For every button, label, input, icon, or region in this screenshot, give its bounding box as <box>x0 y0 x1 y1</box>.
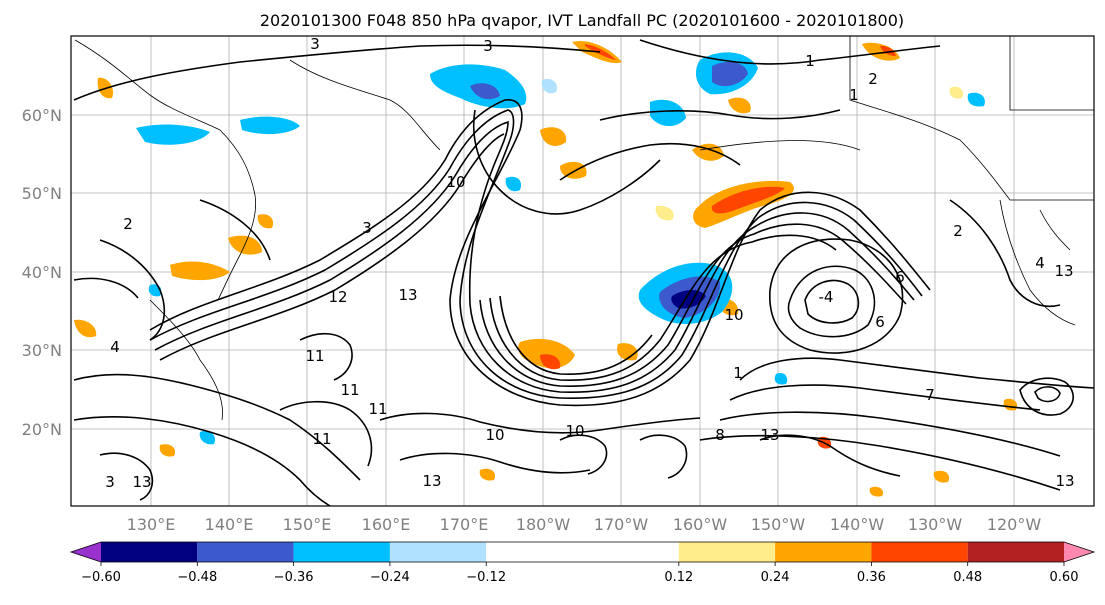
lon-tick-label: 180°W <box>516 515 571 534</box>
lon-tick-label: 150°W <box>751 515 806 534</box>
contour-label: 13 <box>132 473 151 491</box>
contour-label: 11 <box>340 381 359 399</box>
contour-label: 11 <box>368 400 387 418</box>
contour-label: 3 <box>483 37 493 55</box>
colorbar-bin <box>486 542 679 562</box>
contour-label: 13 <box>398 286 417 304</box>
colorbar-bin <box>197 542 294 562</box>
qvapor-anomaly-fill <box>74 41 1018 497</box>
contour-label: 4 <box>1035 254 1045 272</box>
contour-label: 13 <box>1054 262 1073 280</box>
colorbar-tick-label: −0.12 <box>466 570 506 585</box>
lat-tick-label: 30°N <box>22 341 62 360</box>
colorbar-bin <box>293 542 390 562</box>
colorbar-bin <box>871 542 968 562</box>
contour-label: 6 <box>875 313 885 331</box>
colorbar-extend-low <box>71 542 101 562</box>
colorbar-tick-label: 0.36 <box>857 570 886 585</box>
colorbar-tick-label: −0.48 <box>177 570 217 585</box>
lon-tick-label: 170°W <box>594 515 649 534</box>
lon-tick-label: 170°E <box>440 515 489 534</box>
contour-label: 1 <box>733 364 743 382</box>
contour-label: 10 <box>485 426 504 444</box>
contour-label: 7 <box>925 386 935 404</box>
lat-tick-label: 40°N <box>22 263 62 282</box>
contour-label: 1 <box>849 86 859 104</box>
lon-tick-label: 160°E <box>362 515 411 534</box>
contour-label: 3 <box>310 35 320 53</box>
colorbar-tick-label: 0.12 <box>664 570 693 585</box>
lon-tick-label: 130°E <box>127 515 176 534</box>
coastlines <box>74 36 1094 421</box>
map-frame <box>70 35 1095 507</box>
contour-label: 13 <box>422 472 441 490</box>
figure-title: 2020101300 F048 850 hPa qvapor, IVT Land… <box>260 11 904 30</box>
contour-label: 6 <box>895 268 905 286</box>
lon-tick-label: 140°E <box>205 515 254 534</box>
contour-label: 3 <box>105 473 115 491</box>
colorbar-tick-label: −0.24 <box>370 570 410 585</box>
lon-tick-label: 120°W <box>987 515 1042 534</box>
contour-label: 2 <box>868 70 878 88</box>
colorbar-tick-label: −0.36 <box>274 570 314 585</box>
contour-label: 2 <box>953 222 963 240</box>
contour-label: 13 <box>1055 472 1074 490</box>
contour-label: 2 <box>123 215 133 233</box>
colorbar-bin <box>967 542 1064 562</box>
contour-label: 12 <box>328 288 347 306</box>
lat-tick-label: 50°N <box>22 184 62 203</box>
contour-label: 8 <box>715 426 725 444</box>
lon-tick-label: 160°W <box>673 515 728 534</box>
colorbar-bin <box>678 542 776 562</box>
ivt-contours <box>73 39 1094 506</box>
colorbar-extend-high <box>1064 542 1094 562</box>
colorbar-tick-label: 0.60 <box>1050 570 1079 585</box>
contour-label: 4 <box>110 338 120 356</box>
contour-label: 3 <box>362 219 372 237</box>
contour-label: 13 <box>760 426 779 444</box>
lat-tick-label: 60°N <box>22 106 62 125</box>
colorbar-bin <box>101 542 198 562</box>
contour-label: 10 <box>446 173 465 191</box>
colorbar: −0.60 −0.48 −0.36 −0.24 −0.12 0.12 0.24 0.36 0.4… <box>69 541 1096 585</box>
lon-tick-labels: 130°E 140°E 150°E 160°E 170°E 180°W 170°… <box>127 515 1042 534</box>
map-background <box>71 36 1094 506</box>
colorbar-tick-label: 0.24 <box>761 570 790 585</box>
colorbar-bin <box>775 542 872 562</box>
contour-label: 1 <box>805 52 815 70</box>
colorbar-bin <box>389 542 487 562</box>
contour-label: 10 <box>565 422 584 440</box>
contour-label: 11 <box>305 347 324 365</box>
lon-tick-label: 130°W <box>908 515 963 534</box>
colorbar-tick-label: −0.60 <box>81 570 121 585</box>
colorbar-tick-label: 0.48 <box>953 570 982 585</box>
lat-tick-label: 20°N <box>22 420 62 439</box>
lon-tick-label: 150°E <box>283 515 332 534</box>
contour-label: -4 <box>819 288 834 306</box>
lon-tick-label: 140°W <box>830 515 885 534</box>
contour-label: 11 <box>312 430 331 448</box>
contour-label: 10 <box>724 306 743 324</box>
